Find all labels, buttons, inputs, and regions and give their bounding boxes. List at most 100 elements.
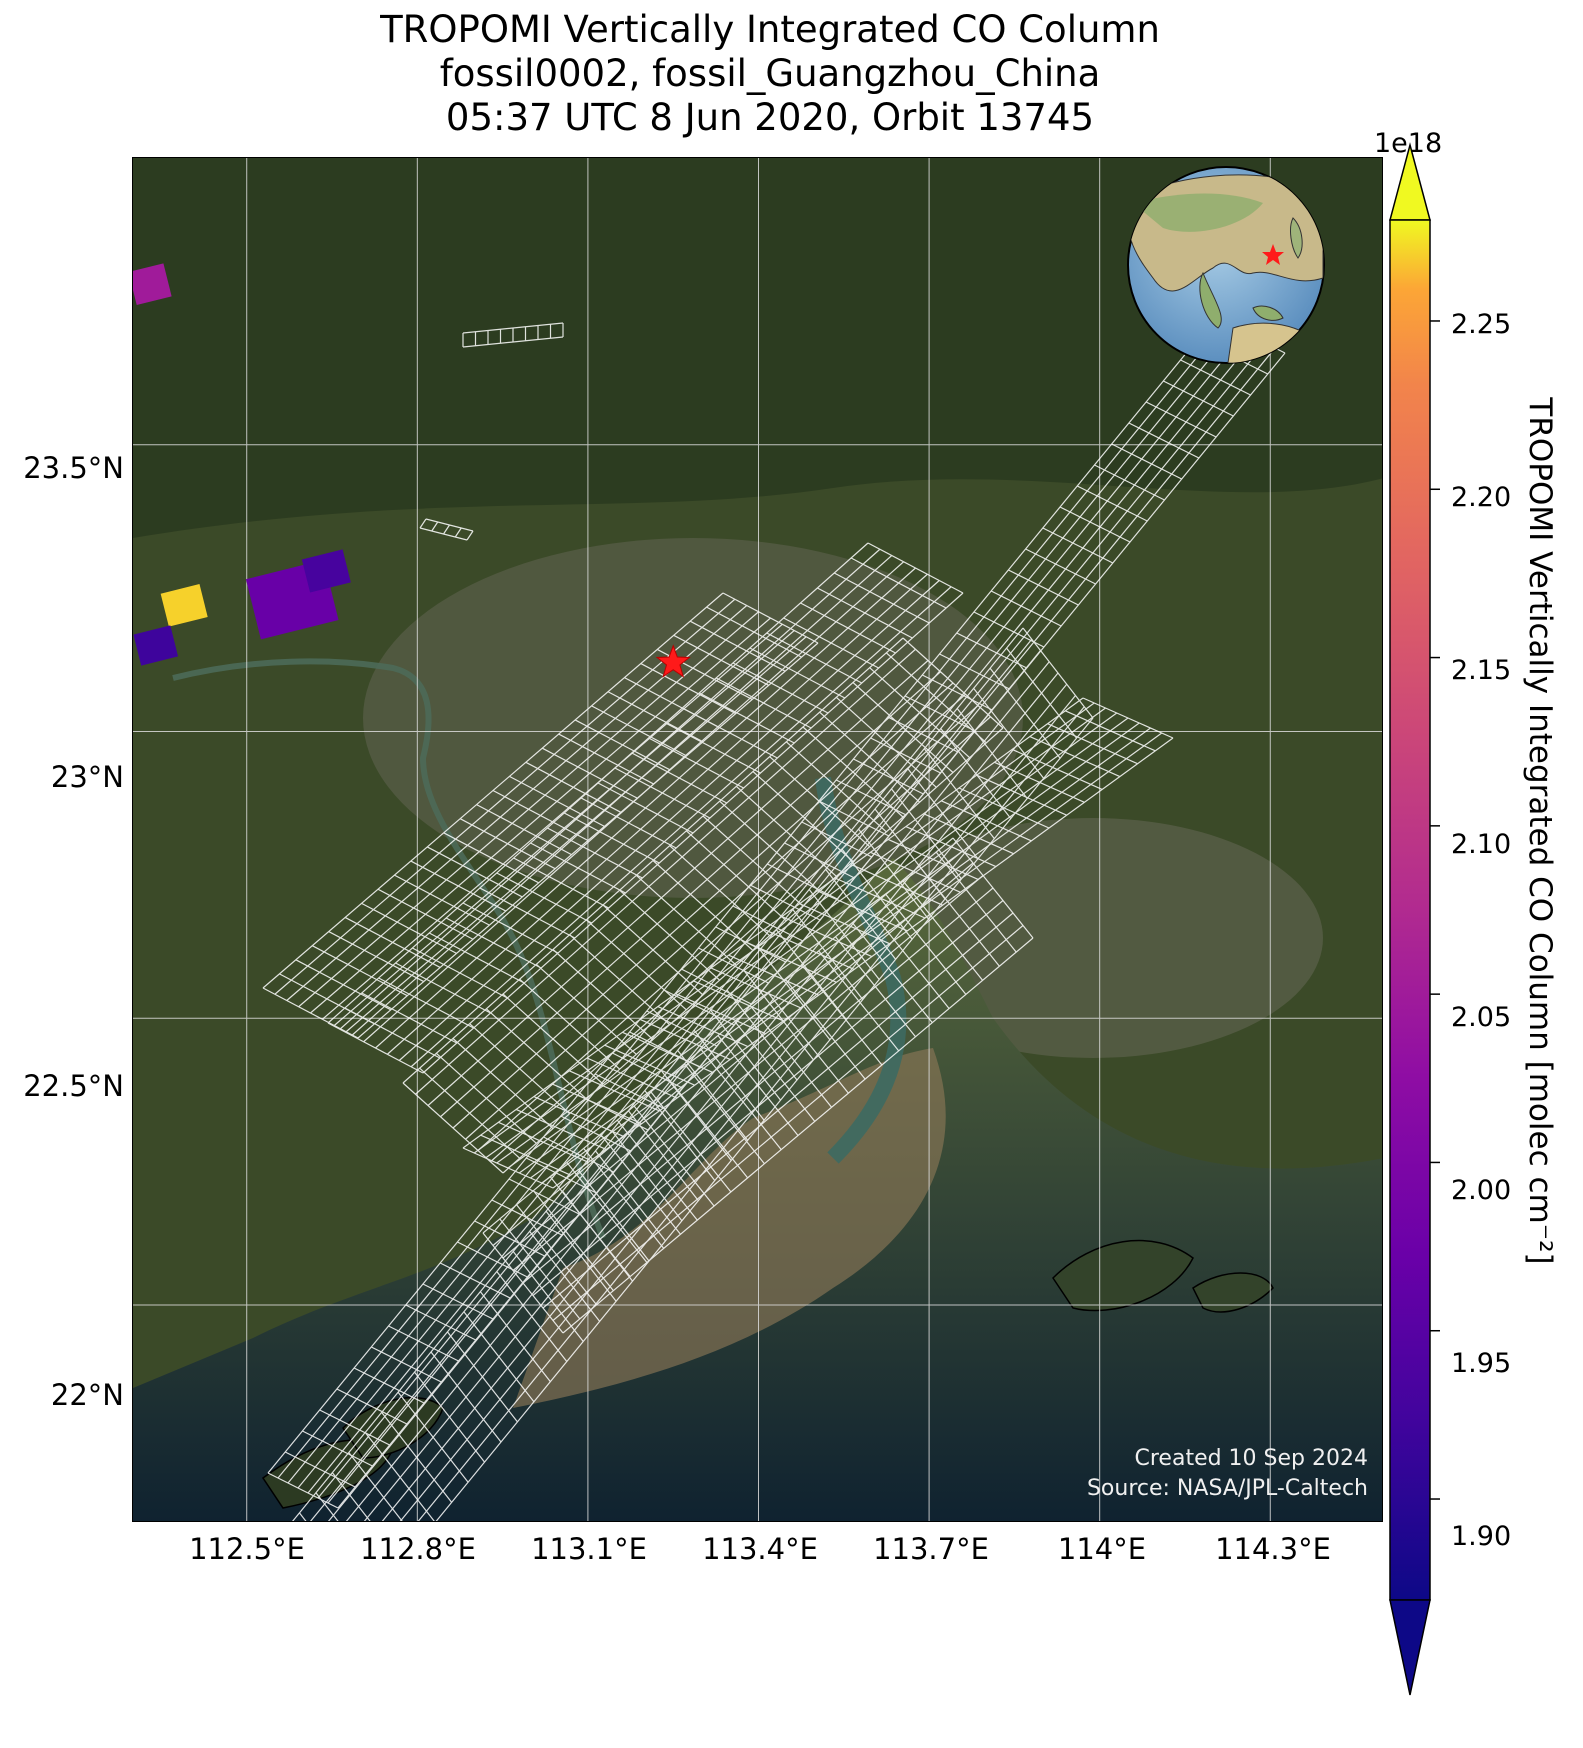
footprint-line [410,586,952,1068]
footprint-line [297,332,1246,1489]
co-pixel [160,584,208,627]
footprint-line [990,590,1062,627]
footprint-line [1008,569,1079,606]
colorbar-tick-label: 2.15 [1451,655,1512,686]
colorbar-tick-label: 2.20 [1451,482,1512,513]
target-star-icon [655,644,691,678]
map-title-line-1: TROPOMI Vertically Integrated CO Column [380,8,1160,51]
footprint-line [853,758,924,795]
footprint-line [680,968,752,1005]
footprint-line [1145,401,1217,438]
footprint-line [307,337,1256,1494]
footprint-line [1111,443,1182,480]
lon-tick-label: 113.7°E [873,1532,989,1566]
footprint-line [973,611,1045,648]
footprint-line [663,989,735,1026]
co-pixel [133,625,179,666]
pearl-river-estuary-sediment [513,1048,946,1408]
globe-target-star-icon [1262,244,1284,265]
colorbar-label: TROPOMI Vertically Integrated CO Column … [1522,397,1558,1265]
footprint-line [435,717,1094,1521]
footprint-line [422,592,964,1074]
lat-tick-label: 23.5°N [23,451,124,485]
footprint-line [767,863,838,900]
footprint-line [749,884,821,921]
footprint-line [465,693,966,1140]
lon-tick-label: 113.1°E [531,1532,647,1566]
satellite-map[interactable]: Created 10 Sep 2024 Source: NASA/JPL-Cal… [132,157,1383,1522]
footprint-line [462,697,1084,1149]
lat-tick-label: 22.5°N [23,1069,124,1103]
footprint-line [904,695,976,732]
created-date: Created 10 Sep 2024 [1134,1446,1369,1471]
lat-tick-label: 22°N [50,1378,124,1412]
footprint-line [732,905,804,942]
co-pixel [133,263,172,306]
footprint-line [490,716,991,1163]
footprint-line [473,702,1095,1154]
footprint-line [277,322,1226,1479]
colored-pixels [133,263,351,666]
source-credit: Source: NASA/JPL-Caltech [1086,1476,1368,1501]
footprint-line [287,327,1236,1484]
footprint-line [274,598,736,995]
lon-tick-label: 113.4°E [702,1532,818,1566]
footprint-line [1042,527,1114,564]
lat-tick-label: 23°N [50,760,124,794]
footprint-line [452,682,954,1129]
footprint-line [870,737,941,774]
footprint-line [507,717,1129,1169]
footprint-line [315,1492,339,1521]
footprint-line [333,630,795,1026]
footprint-line [508,1178,580,1215]
map-title-line-2: fossil0002, fossil_Guangzhou_China [439,52,1101,95]
footprint-line [345,636,807,1033]
footprint-line [818,800,890,837]
colorbar-upper-extend [1389,142,1431,221]
footprint-line [292,627,1024,1521]
footprint-line [485,707,1106,1159]
footprint-line [1076,485,1148,522]
footprint-line [512,875,984,1271]
footprint-line [552,925,1024,1321]
footprint-line [363,561,905,1043]
colorbar-gradient [1389,219,1431,1601]
footprint-line [552,737,1174,1189]
colorbar-tick-label: 2.05 [1451,1002,1512,1033]
footprint-line [419,527,468,541]
footprint-line [363,672,1059,1521]
footprint-line [443,524,450,535]
colorbar [1389,142,1440,1696]
footprint-line [262,592,724,989]
footprint-line [466,530,474,541]
footprint-line [351,555,893,1036]
footprint-line [1180,359,1251,396]
island-lantau [1052,1239,1194,1312]
colorbar-lower-extend [1389,1599,1431,1696]
footprint-line [398,580,940,1061]
footprint-line [419,518,427,529]
footprint-line [922,674,993,711]
footprint-line [1128,422,1200,459]
colorbar-tick-label: 1.90 [1451,1521,1512,1552]
footprint-line [402,637,904,1084]
inset-globe-icon [1127,166,1325,364]
colorbar-tick-label: 1.95 [1451,1348,1512,1379]
colorbar-tick-label: 2.25 [1451,309,1512,340]
footprint-line [454,527,462,538]
map-title-line-3: 05:37 UTC 8 Jun 2020, Orbit 13745 [445,96,1095,139]
footprint-line [887,716,959,753]
footprint-line [502,862,974,1259]
footprint-line [462,322,564,334]
footprint-line [417,706,1085,1521]
footprint-line [526,1157,597,1194]
footprint-line [298,611,760,1008]
lon-tick-label: 114.3°E [1215,1532,1331,1566]
lon-tick-label: 114°E [1057,1532,1147,1566]
footprint-line [415,648,916,1095]
footprint-line [1163,380,1234,417]
footprint-line [339,548,881,1030]
footprint-line [1059,506,1131,543]
graticule [133,158,1382,1521]
footprint-line [431,521,439,532]
